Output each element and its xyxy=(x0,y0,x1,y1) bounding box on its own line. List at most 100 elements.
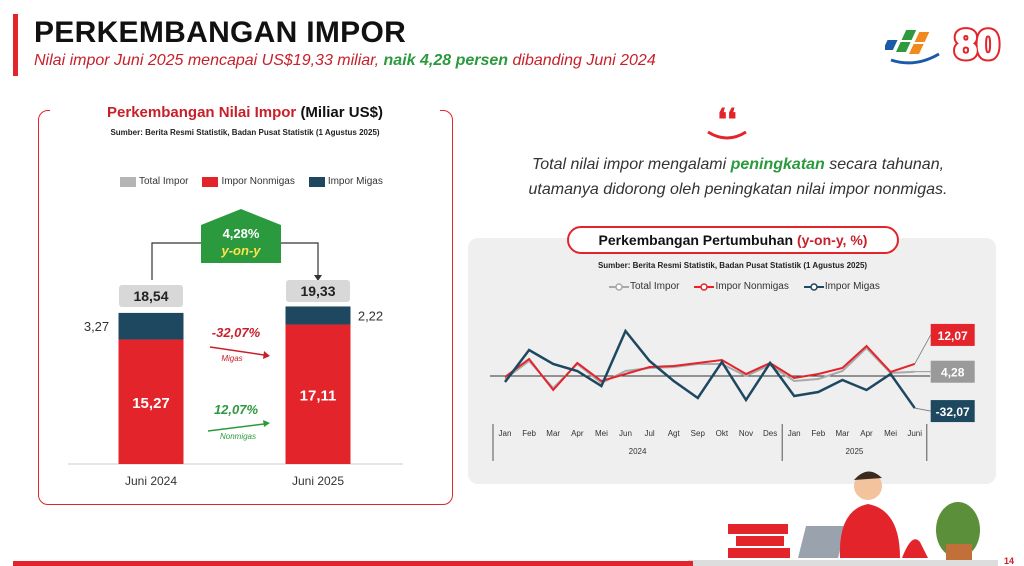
bar-total-label: 19,33 xyxy=(300,283,335,299)
growth-nonmigas-value: 12,07% xyxy=(214,402,259,417)
legend-impor-nonmigas: Impor Nonmigas xyxy=(693,281,789,292)
quote-text: Total nilai impor mengalami peningkatan … xyxy=(478,152,998,202)
bar-migas-label: 2,22 xyxy=(358,309,383,324)
bar-nonmigas xyxy=(118,339,184,464)
legend-impor-migas: Impor Migas xyxy=(803,281,880,292)
logo-80-outline: 80 xyxy=(955,23,1000,67)
x-tick-label: Jul xyxy=(644,429,654,438)
growth-total-value: 4,28% xyxy=(223,226,260,241)
bar-chart-title-text: Perkembangan Nilai Impor xyxy=(107,104,297,121)
growth-migas-arrow xyxy=(209,346,265,356)
bar-chart-source: Sumber: Berita Resmi Statistik, Badan Pu… xyxy=(110,128,380,137)
line-chart-title-unit: (y-on-y, %) xyxy=(796,232,868,248)
legend-label: Impor Migas xyxy=(327,176,383,187)
x-tick-label: Feb xyxy=(811,429,825,438)
bar-migas xyxy=(285,306,351,325)
legend-swatch-gray xyxy=(120,176,136,187)
legend-swatch-red xyxy=(202,176,219,187)
legend-total-impor: Total Impor xyxy=(608,281,679,292)
x-tick-label: Okt xyxy=(716,429,729,438)
x-tick-label: Jun xyxy=(619,429,632,438)
quote-line1-pre: Total nilai impor mengalami xyxy=(531,156,727,173)
end-label-total: 4,28 xyxy=(941,366,965,380)
growth-badge xyxy=(201,209,281,263)
footer-accent-bar xyxy=(13,561,693,566)
quote-highlight: peningkatan xyxy=(730,156,825,173)
bar-migas-label: 3,27 xyxy=(84,319,109,334)
legend-label: Total Impor xyxy=(630,281,680,292)
x-tick-label: Apr xyxy=(571,429,584,438)
growth-nonmigas-arrowhead xyxy=(263,420,270,427)
bar-nonmigas-label: 17,11 xyxy=(300,387,337,404)
end-label-migas: -32,07 xyxy=(936,405,970,419)
bar-total-label: 18,54 xyxy=(133,288,168,304)
bar-total-box xyxy=(119,285,183,307)
anniversary-80-logo: 80 80 xyxy=(952,20,1003,68)
legend-line-red xyxy=(694,282,715,291)
legend-label: Total Impor xyxy=(139,176,189,187)
x-tick-label: Sep xyxy=(691,429,706,438)
person-at-laptop-illustration xyxy=(688,471,998,566)
end-label-migas-box xyxy=(930,400,975,423)
x-tick-label: Mar xyxy=(836,429,850,438)
year-label: 2025 xyxy=(846,447,864,456)
end-label-nonmigas-box xyxy=(930,323,975,346)
x-tick-label: Des xyxy=(763,429,777,438)
growth-connector-left xyxy=(151,242,201,280)
legend-label: Impor Migas xyxy=(824,281,880,292)
line-chart-title: Perkembangan Pertumbuhan (y-on-y, %) xyxy=(567,226,899,254)
logo-80-fill: 80 xyxy=(955,23,1000,67)
line-chart-title-text: Perkembangan Pertumbuhan xyxy=(598,232,794,248)
bar-nonmigas-label: 15,27 xyxy=(132,395,170,412)
growth-arrowhead xyxy=(314,275,322,281)
quote-line-2: utamanya didorong oleh peningkatan nilai… xyxy=(528,181,948,198)
line-impor-migas xyxy=(504,328,916,409)
end-label-nonmigas: 12,07 xyxy=(938,329,968,343)
quote-icon: ❛❛ xyxy=(707,104,747,140)
year-label: 2024 xyxy=(629,447,647,456)
line-chart-source: Sumber: Berita Resmi Statistik, Badan Pu… xyxy=(597,261,868,270)
page-title: PERKEMBANGAN IMPOR xyxy=(34,16,407,49)
bar-chart-legend: Total Impor Impor Nonmigas Impor Migas xyxy=(120,176,383,187)
legend-line-navy xyxy=(803,282,824,291)
end-label-total-box xyxy=(930,360,975,383)
growth-connector-right xyxy=(281,242,319,277)
end-label-migas-leader xyxy=(914,407,931,412)
svg-text:❛❛: ❛❛ xyxy=(717,104,736,138)
bar-total-box xyxy=(286,280,350,302)
quote-line-1: Total nilai impor mengalami peningkatan … xyxy=(478,152,998,177)
x-tick-label: Apr xyxy=(860,429,873,438)
growth-migas-label: Migas xyxy=(221,354,242,363)
growth-migas-value: -32,07% xyxy=(212,325,261,340)
legend-impor-nonmigas: Impor Nonmigas xyxy=(202,176,295,187)
quote-line1-post: secara tahunan, xyxy=(829,156,945,173)
x-tick-label: Mei xyxy=(884,429,897,438)
growth-nonmigas-arrow xyxy=(207,423,265,432)
legend-line-gray xyxy=(609,282,629,291)
x-tick-label: Feb xyxy=(522,429,536,438)
line-impor-nonmigas xyxy=(504,344,916,392)
line-chart-panel xyxy=(468,238,996,484)
growth-migas-arrowhead xyxy=(263,351,270,359)
end-label-nonmigas-leader xyxy=(914,334,932,365)
bar-nonmigas xyxy=(285,324,351,464)
x-tick-label: Mar xyxy=(546,429,560,438)
legend-impor-migas: Impor Migas xyxy=(308,176,383,187)
bps-logo-icon xyxy=(885,30,940,65)
bar-chart-unit: (Miliar US$) xyxy=(300,104,383,121)
legend-total-impor: Total Impor xyxy=(120,176,188,187)
growth-nonmigas-label: Nonmigas xyxy=(220,432,256,441)
bar-category-label: Juni 2024 xyxy=(125,474,177,488)
x-tick-label: Jan xyxy=(499,429,512,438)
page-subtitle: Nilai impor Juni 2025 mencapai US$19,33 … xyxy=(34,52,656,70)
legend-label: Impor Nonmigas xyxy=(715,281,789,292)
legend-swatch-navy xyxy=(308,176,325,187)
page-number: 14 xyxy=(1004,556,1015,566)
x-tick-label: Jan xyxy=(788,429,801,438)
bar-chart-svg: 4,28% y-on-y -32,07% Migas 12,07% Nonmig… xyxy=(68,209,403,488)
x-tick-label: Juni xyxy=(907,429,922,438)
subtitle-highlight: naik 4,28 persen xyxy=(383,52,509,69)
x-tick-label: Mei xyxy=(595,429,608,438)
subtitle-pre: Nilai impor Juni 2025 mencapai US$19,33 … xyxy=(34,52,380,69)
line-chart-svg: Jan Feb Mar Apr Mei Jun Jul Agt Sep Okt Nov Des Jan F… xyxy=(490,323,975,461)
